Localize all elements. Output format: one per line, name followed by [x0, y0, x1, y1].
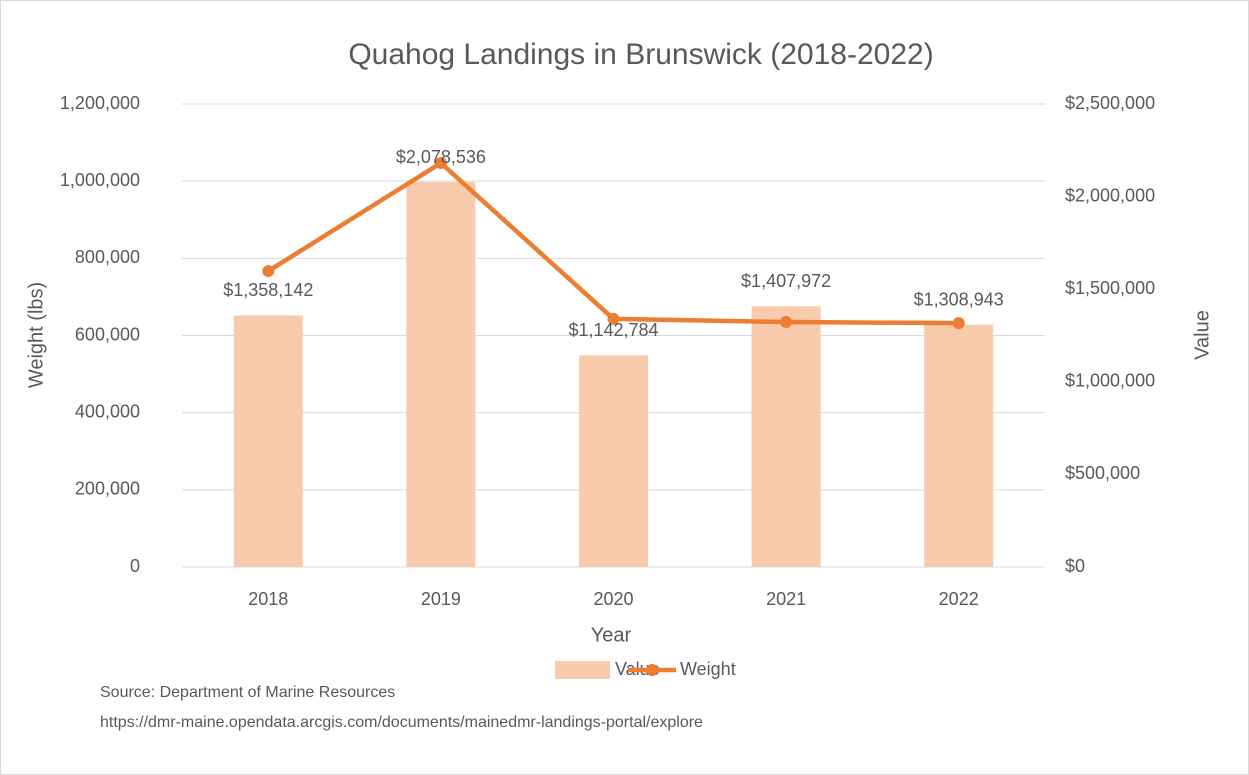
y2-tick-label: $1,000,000: [1065, 371, 1155, 391]
y2-axis-title: Value: [1191, 310, 1213, 360]
y-tick-label: 1,200,000: [60, 93, 140, 113]
point: [952, 317, 965, 330]
x-axis-title: Year: [591, 624, 632, 646]
y2-tick-label: $2,000,000: [1065, 185, 1155, 205]
point: [607, 312, 620, 325]
bar: [924, 324, 994, 567]
x-tick-label: 2018: [248, 589, 288, 609]
bar: [578, 355, 649, 567]
data-label: $1,308,943: [914, 289, 1004, 309]
y-tick-label: 0: [130, 556, 140, 576]
y-axis-title: Weight (lbs): [25, 282, 47, 388]
data-label: $1,407,972: [741, 271, 831, 291]
chart-title: Quahog Landings in Brunswick (2018-2022): [348, 38, 933, 71]
y-tick-label: 600,000: [75, 324, 140, 344]
y2-tick-label: $500,000: [1065, 463, 1140, 483]
legend-swatch: [646, 664, 658, 676]
point: [434, 157, 447, 170]
point: [780, 315, 793, 328]
x-tick-label: 2022: [939, 589, 979, 609]
point: [262, 265, 275, 278]
legend-swatch: [555, 661, 610, 679]
legend-label: Weight: [680, 659, 736, 679]
y-tick-label: 400,000: [75, 401, 140, 421]
note: https://dmr-maine.opendata.arcgis.com/do…: [100, 714, 703, 731]
bar: [233, 315, 303, 567]
y-tick-label: 1,000,000: [60, 170, 140, 190]
x-tick-label: 2021: [766, 589, 806, 609]
y-tick-label: 200,000: [75, 479, 140, 499]
x-tick-label: 2019: [421, 589, 461, 609]
y2-tick-label: $0: [1065, 556, 1085, 576]
data-label: $2,078,536: [396, 147, 486, 167]
y-tick-label: 800,000: [75, 247, 140, 267]
y2-tick-label: $2,500,000: [1065, 93, 1155, 113]
data-label: $1,358,142: [223, 280, 313, 300]
bar: [751, 306, 821, 567]
x-tick-label: 2020: [593, 589, 633, 609]
data-label: $1,142,784: [568, 320, 658, 340]
y2-tick-label: $1,500,000: [1065, 278, 1155, 298]
note: Source: Department of Marine Resources: [100, 684, 395, 701]
bar: [406, 182, 476, 568]
